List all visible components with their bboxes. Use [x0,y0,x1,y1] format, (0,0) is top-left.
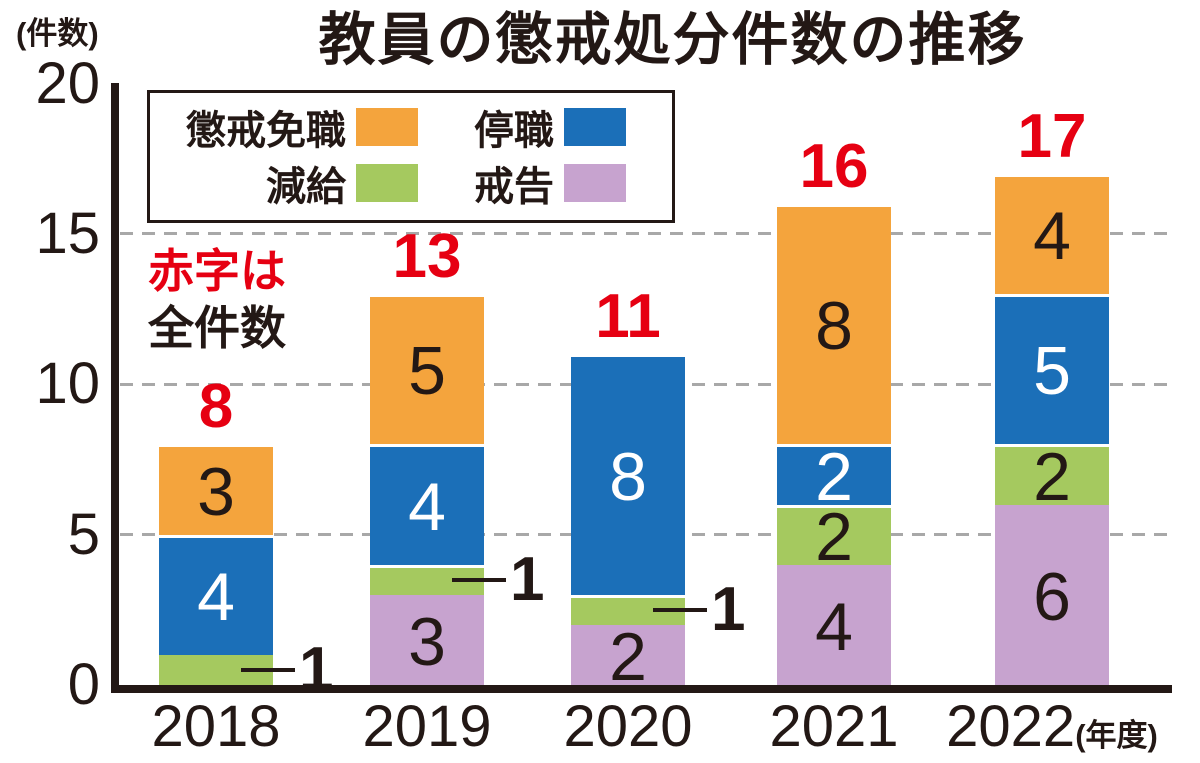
total-label-2019: 13 [392,222,462,292]
segment-value-label-dismissal-2018: 3 [197,453,235,530]
callout-value-label-2019: 1 [510,544,545,614]
x-axis-label-2022: 2022(年度) [946,694,1158,759]
note-black-text: 全件数 [148,302,286,354]
legend-swatch-dismissal [356,108,418,146]
x-axis-label-2018: 2018 [151,694,281,759]
callout-value-label-2020: 1 [711,574,746,644]
legend-label-dismissal: 懲戒免職 [186,109,346,153]
segment-value-label-dismissal-2022: 4 [1033,197,1071,274]
segment-suspension-2020 [571,354,685,595]
y-tick-label-15: 15 [35,200,100,266]
legend-label-pay-cut: 減給 [266,165,346,209]
x-axis-label-2021: 2021 [769,694,899,759]
total-label-2022: 17 [1017,101,1087,171]
segment-dismissal-2019 [370,294,484,445]
segment-value-label-suspension-2021: 2 [815,438,853,515]
segment-suspension-2019 [370,444,484,565]
segment-value-label-suspension-2019: 4 [408,468,446,545]
segment-dismissal-2021 [777,203,891,445]
x-axis-unit-label: (年度) [1075,718,1158,753]
legend-swatch-reprimand [564,164,626,202]
legend-label-suspension: 停職 [474,109,554,153]
segment-reprimand-2019 [370,594,484,685]
segment-value-label-reprimand-2020: 2 [609,618,647,695]
x-axis-label-2019: 2019 [362,694,492,759]
segment-reprimand-2022 [995,504,1109,685]
total-label-2018: 8 [198,372,234,442]
segment-value-label-pay-cut-2022: 2 [1033,438,1071,515]
segment-value-label-suspension-2018: 4 [197,558,235,635]
y-axis-line [111,83,119,693]
segment-value-label-reprimand-2022: 6 [1033,558,1071,635]
y-axis-unit-label: (件数) [16,16,99,51]
segment-value-label-dismissal-2019: 5 [408,333,446,410]
segment-value-label-reprimand-2021: 4 [815,588,853,665]
note-red-is-total: 赤字は 全件数 [148,243,286,357]
segment-suspension-2018 [159,534,273,655]
callout-line-2018 [241,667,295,672]
segment-reprimand-2020 [571,624,685,685]
segment-reprimand-2021 [777,564,891,685]
chart-title: 教員の懲戒処分件数の推移 [318,8,1027,72]
segment-value-label-reprimand-2019: 3 [408,603,446,680]
segment-pay-cut-2022 [995,444,1109,505]
segment-dismissal-2022 [995,173,1109,295]
segment-value-label-pay-cut-2021: 2 [815,498,853,575]
segment-value-label-suspension-2022: 5 [1033,333,1071,410]
segment-dismissal-2018 [159,444,273,535]
y-tick-label-5: 5 [67,501,100,567]
legend-label-reprimand: 戒告 [474,165,554,209]
segment-suspension-2021 [777,444,891,505]
segment-value-label-dismissal-2021: 8 [815,288,853,365]
segment-pay-cut-2021 [777,504,891,565]
legend-swatch-pay-cut [356,164,418,202]
gridline-15 [120,232,1168,236]
x-axis-label-2020: 2020 [563,694,693,759]
legend-swatch-suspension [564,108,626,146]
legend: 懲戒免職 停職減給 戒告 [147,90,675,223]
note-red-text: 赤字は [148,245,286,297]
segment-suspension-2022 [995,294,1109,445]
callout-line-2019 [452,577,506,582]
y-tick-label-20: 20 [35,50,100,116]
callout-line-2020 [653,607,707,612]
total-label-2021: 16 [799,131,869,201]
callout-value-label-2018: 1 [299,634,334,704]
total-label-2020: 11 [595,282,661,352]
x-axis-line [111,685,1172,693]
y-tick-label-10: 10 [35,351,100,417]
y-tick-label-0: 0 [67,652,100,717]
segment-value-label-suspension-2020: 8 [609,438,647,515]
